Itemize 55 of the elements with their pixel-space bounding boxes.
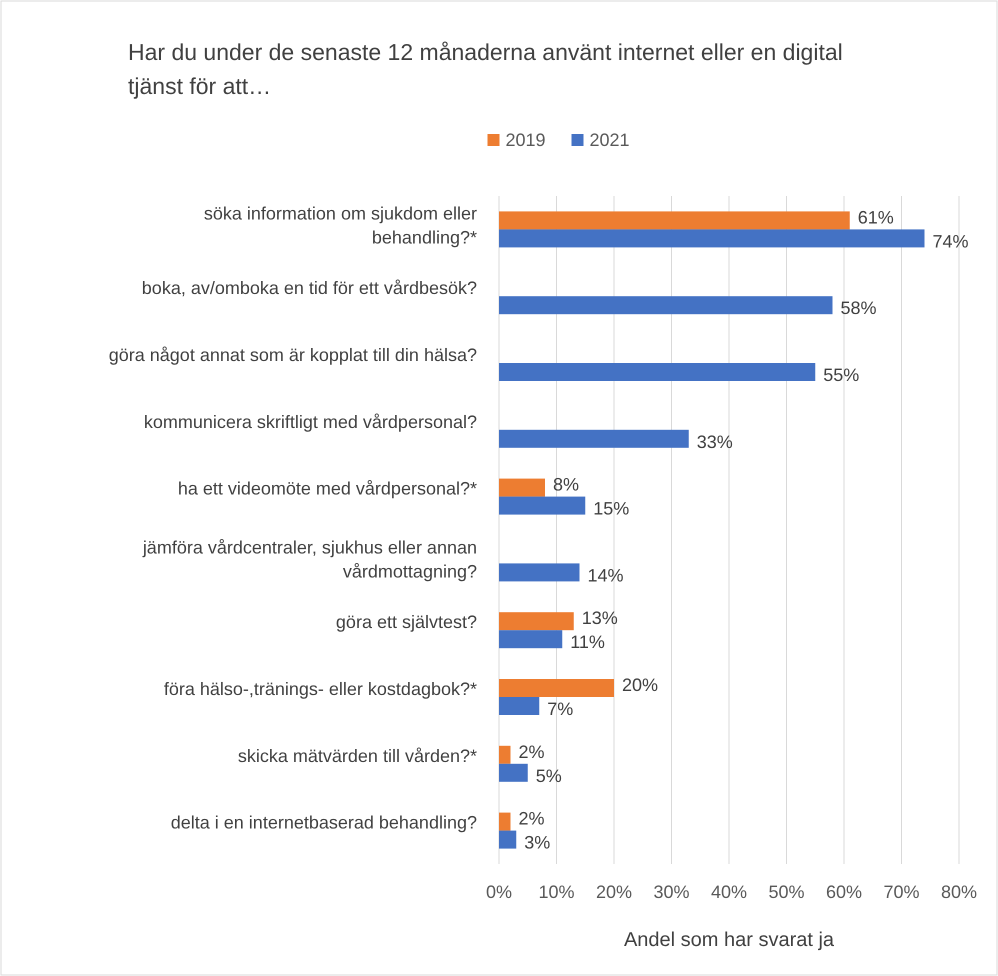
data-label: 13% xyxy=(582,608,618,628)
x-tick-label: 10% xyxy=(538,882,575,902)
y-tick-label: boka, av/omboka en tid för ett vårdbesök? xyxy=(142,278,477,298)
legend-label: 2019 xyxy=(506,130,546,150)
data-label: 3% xyxy=(524,832,550,853)
data-label: 55% xyxy=(823,365,860,385)
bar xyxy=(499,764,528,782)
x-tick-label: 40% xyxy=(710,882,748,902)
bar xyxy=(499,229,924,248)
legend-label: 2021 xyxy=(590,130,630,150)
data-label: 15% xyxy=(593,498,630,519)
data-label: 61% xyxy=(858,207,894,228)
y-tick-label: jämföra vårdcentraler, sjukhus eller annan vårdmottagning? xyxy=(142,537,477,582)
data-label: 20% xyxy=(622,675,658,695)
data-label: 5% xyxy=(536,766,562,786)
data-label: 8% xyxy=(553,474,580,495)
bar xyxy=(499,612,574,630)
y-tick-label: söka information om sjukdom eller behandling?* xyxy=(204,203,477,248)
bar xyxy=(499,478,545,497)
bar xyxy=(499,679,614,697)
y-tick-label: kommunicera skriftligt med vårdpersonal? xyxy=(144,412,477,432)
data-label: 2% xyxy=(518,742,545,762)
data-label: 58% xyxy=(840,298,877,318)
bar xyxy=(499,363,816,381)
y-tick-label: delta i en internetbaserad behandling? xyxy=(170,812,477,833)
x-tick-label: 0% xyxy=(486,882,512,902)
x-tick-label: 70% xyxy=(883,882,920,902)
bar xyxy=(499,812,510,831)
data-label: 14% xyxy=(588,565,624,586)
x-tick-label: 20% xyxy=(596,882,632,902)
data-label: 74% xyxy=(932,231,969,252)
x-tick-label: 30% xyxy=(653,882,690,902)
bar xyxy=(499,296,832,314)
bar xyxy=(499,746,510,764)
x-axis-title: Andel som har svarat ja xyxy=(624,929,835,951)
data-label: 11% xyxy=(570,632,605,652)
data-label: 7% xyxy=(547,699,574,719)
bar xyxy=(499,430,689,448)
y-tick-label: ha ett videomöte med vårdpersonal?* xyxy=(178,478,477,499)
y-tick-label: göra ett självtest? xyxy=(336,612,477,632)
bar xyxy=(499,563,580,582)
bar xyxy=(499,830,516,849)
x-tick-label: 80% xyxy=(940,882,978,902)
chart-title: Har du under de senaste 12 månaderna använt internet eller en digital tjänst för att… xyxy=(128,39,843,99)
bar xyxy=(499,211,850,230)
x-tick-label: 50% xyxy=(768,882,805,902)
y-tick-label: föra hälso-,tränings- eller kostdagbok?* xyxy=(164,679,477,699)
bar xyxy=(499,496,586,515)
y-tick-label: göra något annat som är kopplat till din hälsa? xyxy=(108,345,477,365)
data-label: 33% xyxy=(696,432,733,452)
x-tick-label: 60% xyxy=(826,882,862,902)
y-tick-label: skicka mätvärden till vården?* xyxy=(238,746,477,766)
bar xyxy=(499,630,562,648)
data-label: 2% xyxy=(518,808,545,829)
bar xyxy=(499,697,540,715)
